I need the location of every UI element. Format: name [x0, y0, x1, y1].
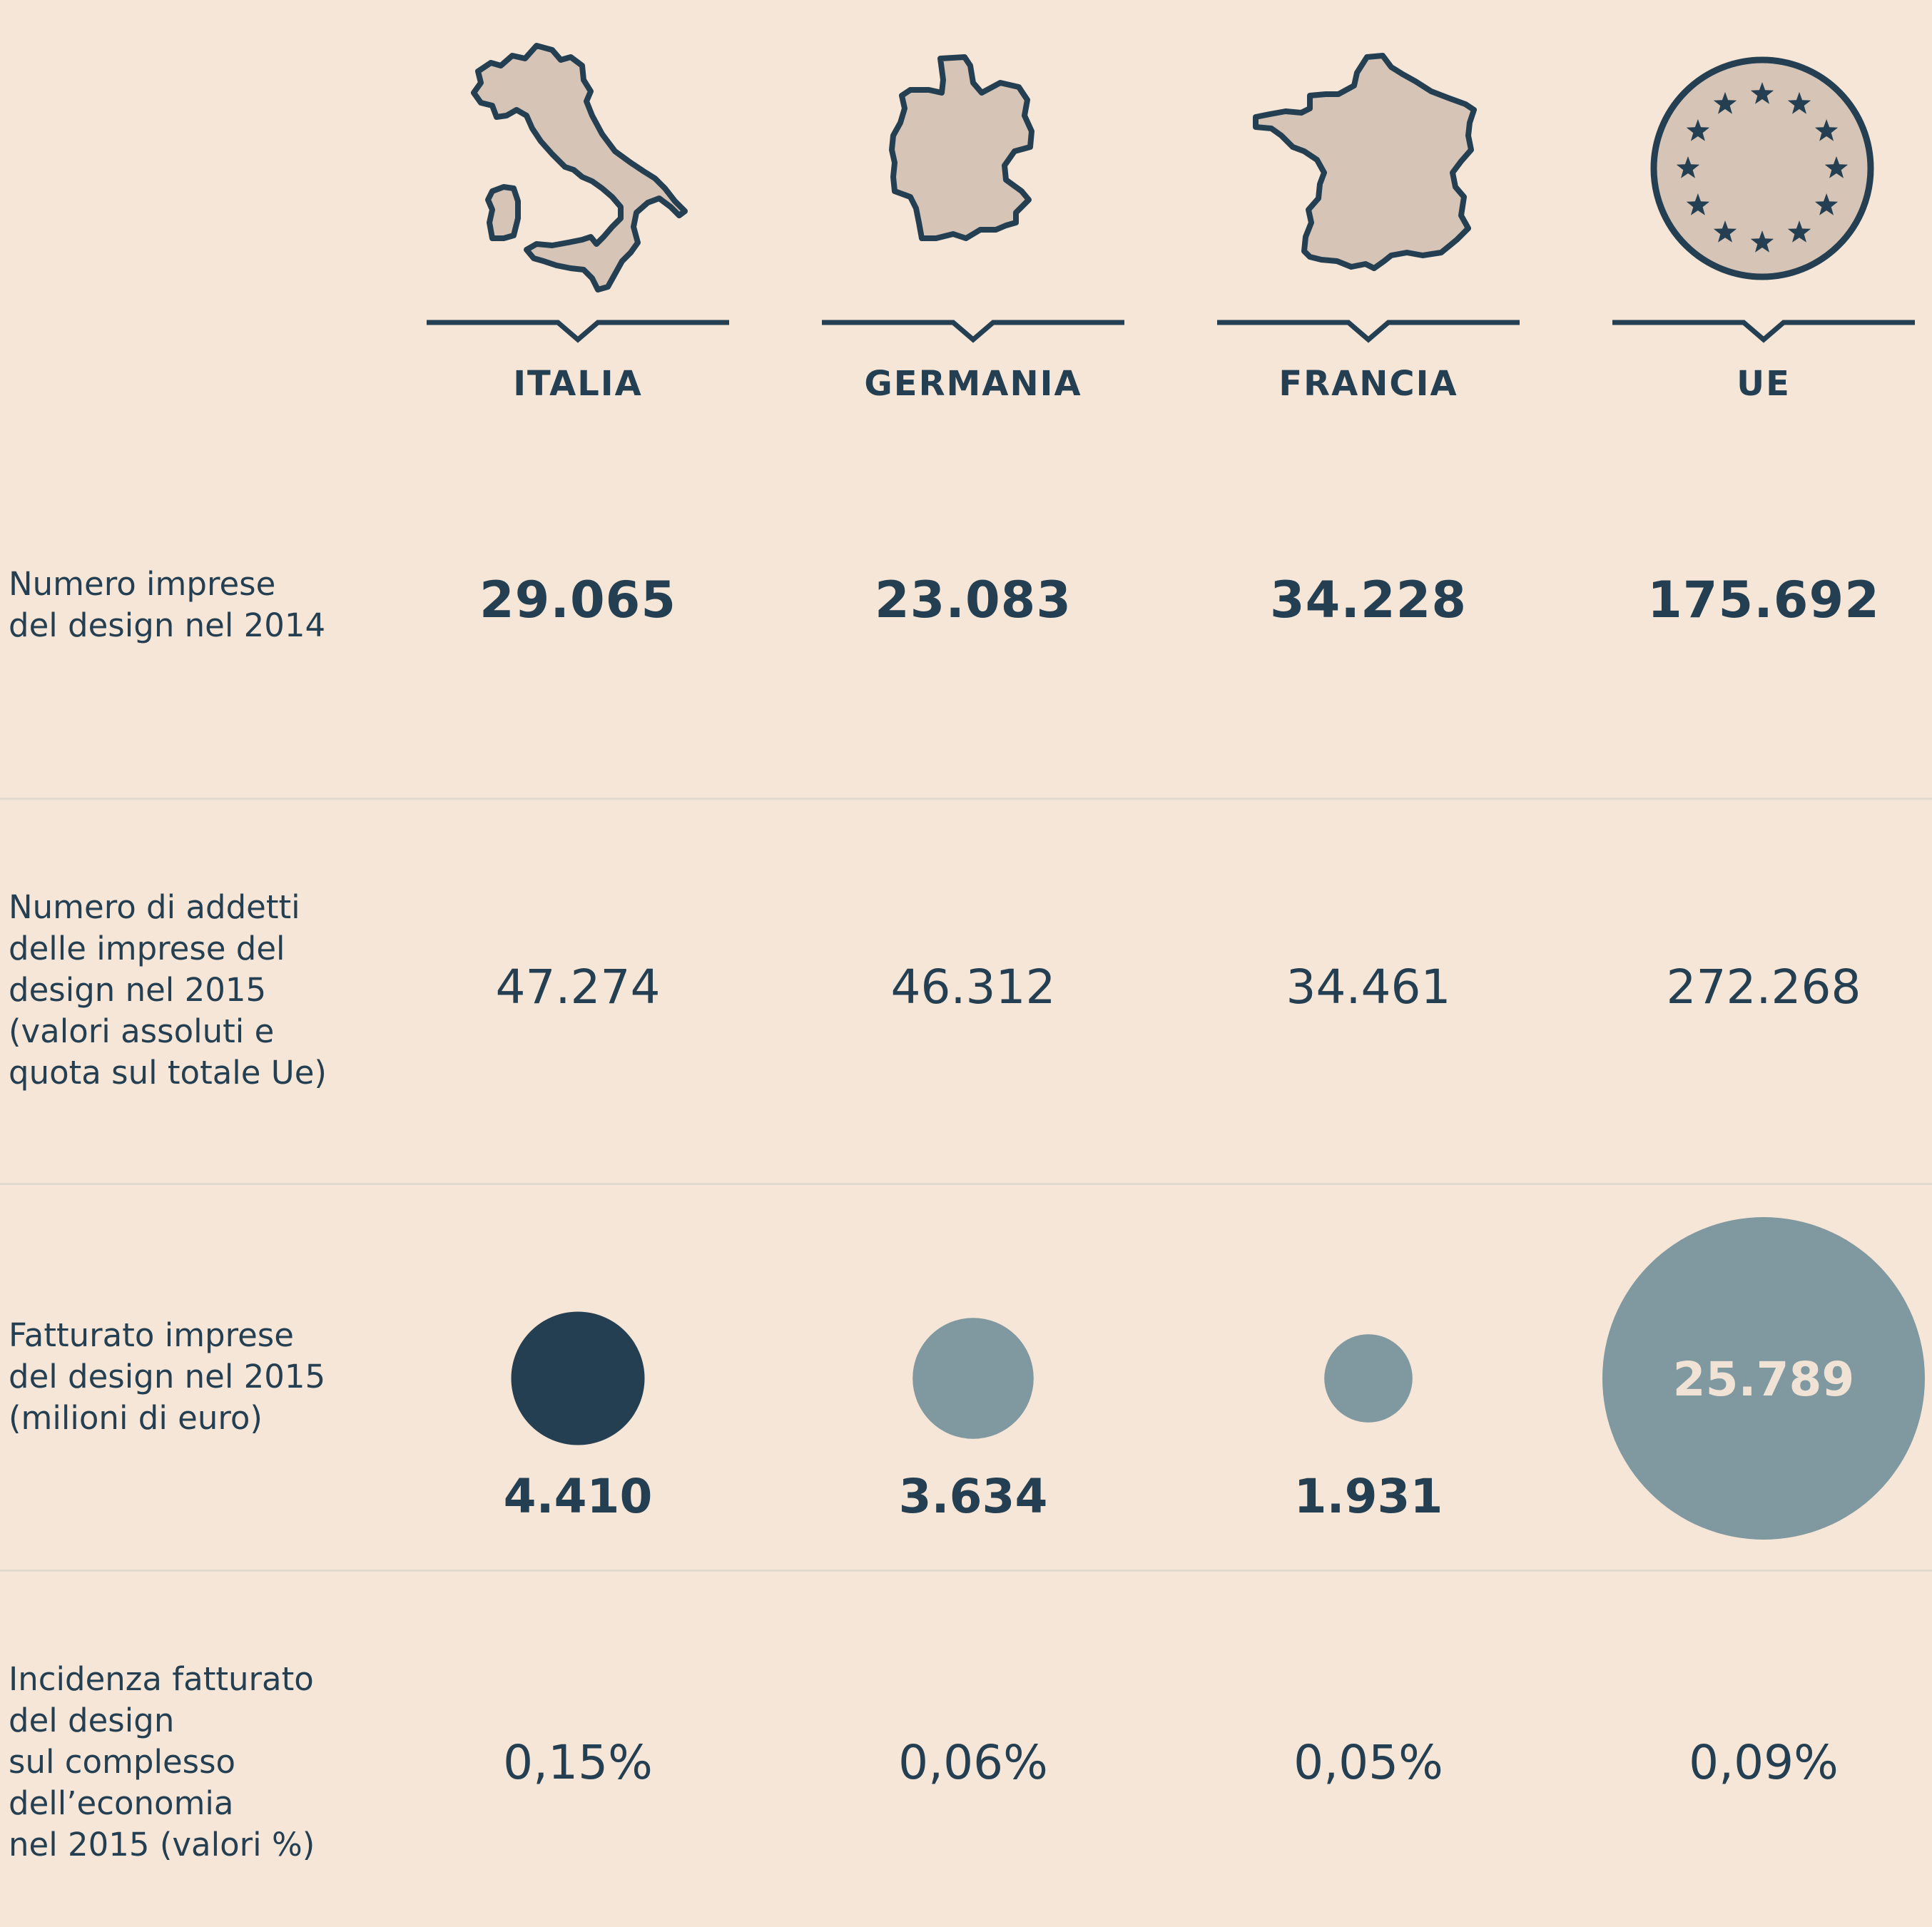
bubble-label-germania: 3.634 — [899, 1469, 1048, 1524]
bubble-germania — [912, 1318, 1034, 1439]
francia-pointer — [1217, 320, 1520, 343]
eu-stars-icon — [1650, 56, 1874, 280]
value-imprese-francia: 34.228 — [1269, 571, 1468, 629]
bubble-label-italia: 4.410 — [504, 1469, 653, 1524]
eu-star-icon — [1686, 193, 1710, 215]
eu-star-icon — [1787, 91, 1811, 114]
value-addetti-germania: 46.312 — [890, 960, 1056, 1015]
column-label-germania: GERMANIA — [864, 364, 1082, 404]
value-incidenza-francia: 0,05% — [1293, 1735, 1443, 1790]
eu-star-icon — [1750, 230, 1774, 253]
row-separator — [0, 798, 1932, 800]
value-incidenza-ue: 0,09% — [1689, 1735, 1839, 1790]
column-label-ue: UE — [1737, 364, 1791, 404]
eu-star-icon — [1814, 119, 1839, 141]
value-imprese-ue: 175.692 — [1647, 571, 1880, 629]
row-label-numero-addetti: Numero di addetti delle imprese del desi… — [9, 888, 327, 1092]
bubble-italia — [511, 1311, 645, 1445]
bubble-ue — [1602, 1217, 1925, 1540]
row-label-incidenza: Incidenza fatturato del design sul compl… — [9, 1660, 315, 1864]
value-imprese-germania: 23.083 — [874, 571, 1072, 629]
row-separator — [0, 1570, 1932, 1572]
italy-map-icon — [471, 43, 688, 293]
eu-star-icon — [1824, 156, 1849, 178]
value-incidenza-germania: 0,06% — [898, 1735, 1048, 1790]
column-label-italia: ITALIA — [513, 364, 643, 404]
eu-star-icon — [1713, 91, 1737, 114]
bubble-francia — [1324, 1334, 1413, 1423]
eu-star-icon — [1686, 119, 1710, 141]
france-map-icon — [1253, 53, 1477, 271]
italia-pointer — [427, 320, 729, 343]
column-label-francia: FRANCIA — [1278, 364, 1458, 404]
value-imprese-italia: 29.065 — [479, 571, 677, 629]
value-incidenza-italia: 0,15% — [503, 1735, 653, 1790]
eu-star-icon — [1676, 156, 1700, 178]
eu-star-icon — [1787, 220, 1811, 243]
row-label-fatturato: Fatturato imprese del design nel 2015 (m… — [9, 1316, 326, 1437]
eu-star-icon — [1750, 82, 1774, 104]
row-label-numero-imprese: Numero imprese del design nel 2014 — [9, 565, 326, 644]
germany-map-icon — [889, 54, 1034, 241]
eu-star-icon — [1814, 193, 1839, 215]
germania-pointer — [822, 320, 1124, 343]
ue-pointer — [1612, 320, 1915, 343]
value-addetti-italia: 47.274 — [495, 960, 661, 1015]
bubble-label-francia: 1.931 — [1294, 1469, 1443, 1524]
eu-star-icon — [1713, 220, 1737, 243]
row-separator — [0, 1183, 1932, 1185]
bubble-label-ue: 25.789 — [1673, 1352, 1855, 1407]
value-addetti-francia: 34.461 — [1286, 960, 1451, 1015]
value-addetti-ue: 272.268 — [1666, 960, 1861, 1015]
